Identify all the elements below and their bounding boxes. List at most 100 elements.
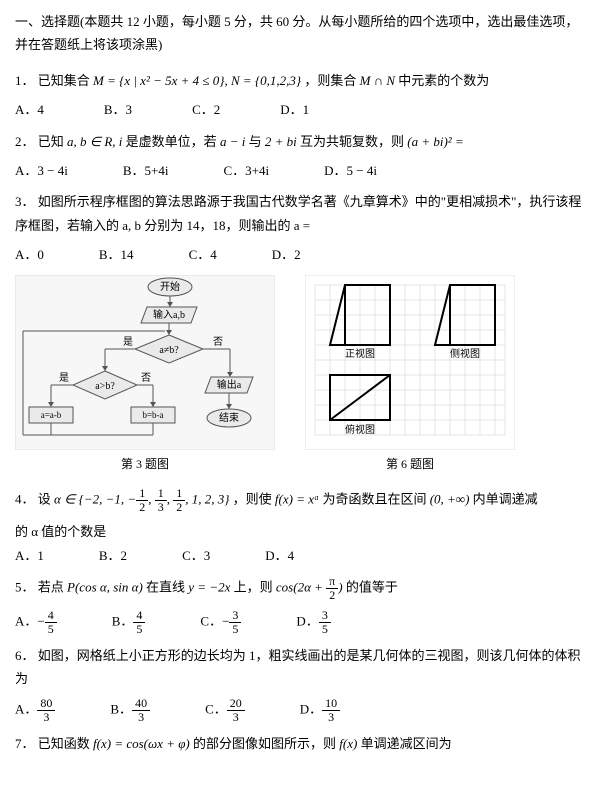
q2-options: A．3 − 4i B．5+4i C．3+4i D．5 − 4i: [15, 159, 585, 182]
question-2: 2． 已知 a, b ∈ R, i 是虚数单位，若 a − i 与 2 + bi…: [15, 130, 585, 153]
q2-opt-d: D．5 − 4i: [324, 159, 432, 182]
q2-math2: a − i: [220, 134, 245, 149]
q5-cos-pre: cos(2α +: [276, 580, 326, 595]
q4-interval: (0, +∞): [430, 492, 470, 507]
q4-text-a: 设: [38, 492, 54, 507]
q3-text: 如图所示程序框图的算法思路源于我国古代数学名著《九章算术》中的"更相减损术"，执…: [15, 194, 581, 232]
q5-opt-c: C．−35: [200, 609, 296, 636]
flowchart-figure: 开始 输入a,b a≠b? 是 否 输出a 结束: [15, 275, 275, 476]
q3-options: A．0 B．14 C．4 D．2: [15, 243, 585, 266]
q4-frac3: 12: [173, 487, 185, 514]
svg-text:是: 是: [59, 372, 69, 384]
q1-math2: M ∩ N: [360, 73, 395, 88]
q4-options: A．1 B．2 C．3 D．4: [15, 544, 585, 567]
q4-opt-b: B．2: [99, 544, 182, 567]
q7-text-a: 已知函数: [38, 736, 93, 751]
q5-line: y = −2x: [188, 580, 230, 595]
q1-opt-c: C．2: [192, 98, 280, 121]
q1-num: 1．: [15, 73, 35, 88]
q4-text-d: 内单调递减: [473, 492, 538, 507]
q6-opt-a: A．803: [15, 697, 110, 724]
q5-opt-b: B．45: [112, 609, 201, 636]
svg-text:否: 否: [141, 372, 151, 384]
question-6: 6． 如图，网格纸上小正方形的边长均为 1，粗实线画出的是某几何体的三视图，则该…: [15, 644, 585, 691]
svg-text:正视图: 正视图: [345, 347, 375, 360]
svg-text:是: 是: [123, 336, 133, 348]
q1-options: A．4 B．3 C．2 D．1: [15, 98, 585, 121]
svg-text:侧视图: 侧视图: [450, 347, 480, 360]
svg-text:a=a-b: a=a-b: [41, 410, 62, 420]
question-5: 5． 若点 P(cos α, sin α) 在直线 y = −2x 上，则 co…: [15, 575, 585, 602]
q2-math4: (a + bi)² =: [407, 134, 463, 149]
q2-opt-a: A．3 − 4i: [15, 159, 123, 182]
q6-opt-b: B．403: [110, 697, 205, 724]
q2-opt-b: B．5+4i: [123, 159, 224, 182]
q5-text-a: 若点: [38, 580, 67, 595]
q3-opt-c: C．4: [189, 243, 272, 266]
q4-opt-a: A．1: [15, 544, 99, 567]
q2-opt-c: C．3+4i: [223, 159, 324, 182]
q1-math1: M = {x | x² − 5x + 4 ≤ 0}, N = {0,1,2,3}: [93, 73, 301, 88]
svg-text:结束: 结束: [219, 411, 239, 424]
q4-fx: f(x) = xᵅ: [275, 492, 319, 507]
q7-fx2: f(x): [339, 736, 357, 751]
q1-opt-a: A．4: [15, 98, 104, 121]
q7-text-c: 单调递减区间为: [361, 736, 452, 751]
svg-text:否: 否: [213, 336, 223, 348]
q2-text-a: 已知: [38, 134, 67, 149]
q5-num: 5．: [15, 580, 35, 595]
q4-text-c: 为奇函数且在区间: [322, 492, 429, 507]
q3-num: 3．: [15, 194, 35, 209]
q4-opt-d: D．4: [265, 544, 349, 567]
q1-text-a: 已知集合: [38, 73, 93, 88]
svg-text:俯视图: 俯视图: [345, 423, 375, 436]
q6-opt-d: D．103: [300, 697, 395, 724]
q6-opt-c: C．203: [205, 697, 300, 724]
q2-text-b: 是虚数单位，若: [126, 134, 220, 149]
q6-text: 如图，网格纸上小正方形的边长均为 1，粗实线画出的是某几何体的三视图，则该几何体…: [15, 648, 581, 686]
flowchart-caption: 第 3 题图: [15, 454, 275, 476]
svg-text:开始: 开始: [160, 280, 180, 293]
q4-set-post: , 1, 2, 3}: [185, 492, 229, 507]
q5-text-d: 的值等于: [346, 580, 398, 595]
q1-opt-b: B．3: [104, 98, 192, 121]
q4-opt-c: C．3: [182, 544, 265, 567]
q4-text-b: ，则使: [233, 492, 275, 507]
q4-set-pre: α ∈ {−2, −1, −: [54, 492, 136, 507]
q4-num: 4．: [15, 492, 35, 507]
q5-pt: P(cos α, sin α): [67, 580, 143, 595]
question-3: 3． 如图所示程序框图的算法思路源于我国古代数学名著《九章算术》中的"更相减损术…: [15, 190, 585, 237]
question-7: 7． 已知函数 f(x) = cos(ωx + φ) 的部分图像如图所示，则 f…: [15, 732, 585, 755]
q5-opt-d: D．35: [296, 609, 385, 636]
q6-options: A．803 B．403 C．203 D．103: [15, 697, 585, 724]
section-header: 一、选择题(本题共 12 小题，每小题 5 分，共 60 分。从每小题所给的四个…: [15, 10, 585, 57]
q2-num: 2．: [15, 134, 35, 149]
q3-opt-d: D．2: [272, 243, 356, 266]
question-1: 1． 已知集合 M = {x | x² − 5x + 4 ≤ 0}, N = {…: [15, 69, 585, 92]
q5-text-b: 在直线: [146, 580, 188, 595]
q5-text-c: 上，则: [234, 580, 276, 595]
q1-text-b: ，则集合: [304, 73, 359, 88]
q1-text-c: 中元素的个数为: [398, 73, 489, 88]
q4-frac2: 13: [155, 487, 167, 514]
q2-text-c: 与: [249, 134, 262, 149]
q2-math3: 2 + bi: [265, 134, 297, 149]
q4-tail: 的 α 值的个数是: [15, 520, 585, 543]
q7-num: 7．: [15, 736, 35, 751]
q1-opt-d: D．1: [280, 98, 369, 121]
q5-cos-post: ): [338, 580, 342, 595]
q3-opt-b: B．14: [99, 243, 189, 266]
q2-text-d: 互为共轭复数，则: [300, 134, 407, 149]
threeview-caption: 第 6 题图: [305, 454, 515, 476]
q4-frac1: 12: [136, 487, 148, 514]
question-4: 4． 设 α ∈ {−2, −1, −12, 13, 12, 1, 2, 3} …: [15, 487, 585, 514]
q5-options: A．−45 B．45 C．−35 D．35: [15, 609, 585, 636]
q3-opt-a: A．0: [15, 243, 99, 266]
threeview-figure: [] 正视图: [305, 275, 515, 476]
flowchart-svg: 开始 输入a,b a≠b? 是 否 输出a 结束: [15, 275, 275, 450]
q5-opt-a: A．−45: [15, 609, 112, 636]
svg-text:输入a,b: 输入a,b: [153, 308, 185, 321]
q6-num: 6．: [15, 648, 35, 663]
q2-math1: a, b ∈ R, i: [67, 134, 122, 149]
q7-text-b: 的部分图像如图所示，则: [193, 736, 339, 751]
